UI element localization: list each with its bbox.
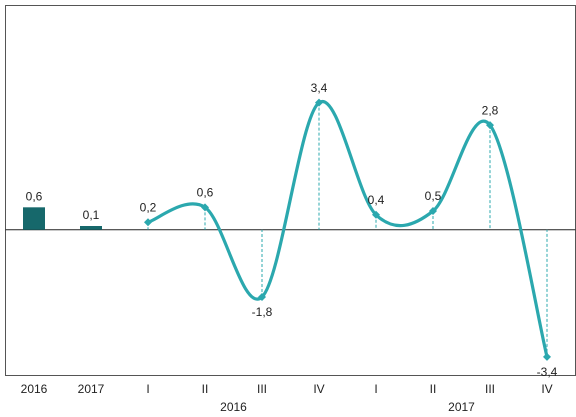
x-tick-label: 2016 — [21, 382, 48, 396]
point-marker — [543, 352, 551, 361]
bar — [23, 207, 45, 230]
bar — [80, 226, 102, 230]
value-label: -3,4 — [537, 365, 558, 379]
group-label: 2016 — [220, 400, 247, 414]
point-marker — [372, 210, 380, 219]
line — [147, 99, 549, 358]
x-tick-label: II — [430, 382, 437, 396]
x-tick-label: IV — [313, 382, 324, 396]
x-tick-label: I — [374, 382, 377, 396]
point-marker — [258, 293, 266, 302]
value-label: 0,4 — [368, 193, 385, 207]
value-label: 0,2 — [140, 200, 157, 214]
x-tick-label: IV — [541, 382, 552, 396]
x-tick-label: III — [485, 382, 495, 396]
value-label: 2,8 — [482, 103, 499, 117]
point-marker — [201, 203, 209, 212]
point-marker — [486, 121, 494, 130]
x-tick-label: II — [202, 382, 209, 396]
value-label: 0,6 — [26, 189, 43, 203]
x-tick-label: III — [257, 382, 267, 396]
point-marker — [315, 98, 323, 107]
value-label: 3,4 — [311, 81, 328, 95]
value-label: 0,1 — [83, 208, 100, 222]
value-label: -1,8 — [252, 305, 273, 319]
point-marker — [144, 218, 152, 227]
x-tick-label: I — [146, 382, 149, 396]
x-tick-label: 2017 — [78, 382, 105, 396]
group-label: 2017 — [448, 400, 475, 414]
value-label: 0,5 — [425, 189, 442, 203]
point-marker — [429, 207, 437, 216]
value-label: 0,6 — [197, 185, 214, 199]
